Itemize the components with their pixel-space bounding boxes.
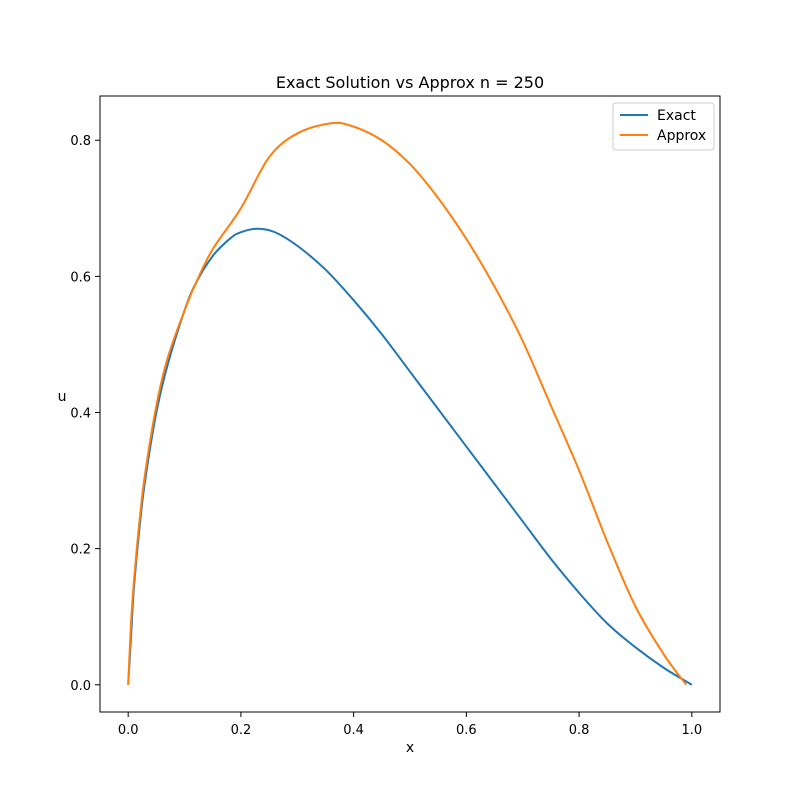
y-axis: 0.0 0.2 0.4 0.6 0.8	[70, 134, 100, 694]
x-axis-label: x	[406, 740, 414, 756]
plot-area	[100, 96, 720, 712]
legend-label-approx: Approx	[657, 128, 706, 144]
plot-frame	[99, 95, 721, 713]
x-tick-label: 1.0	[681, 723, 702, 738]
y-tick-label: 0.0	[70, 679, 91, 694]
series-line-approx	[127, 121, 687, 686]
legend-label-exact: Exact	[657, 108, 696, 124]
y-tick-label: 0.8	[70, 134, 91, 149]
x-axis: 0.0 0.2 0.4 0.6 0.8 1.0	[118, 712, 702, 738]
y-axis-label: u	[58, 389, 67, 405]
x-tick-label: 0.4	[343, 723, 364, 738]
x-tick-label: 0.2	[231, 723, 252, 738]
x-tick-label: 0.8	[569, 723, 590, 738]
x-tick-label: 0.6	[456, 723, 477, 738]
y-tick-label: 0.2	[70, 543, 91, 558]
legend: Exact Approx	[612, 102, 715, 151]
series-layer	[127, 121, 693, 686]
y-tick-label: 0.6	[70, 270, 91, 285]
x-tick-label: 0.0	[118, 723, 139, 738]
chart-title: Exact Solution vs Approx n = 250	[276, 73, 544, 92]
y-tick-label: 0.4	[70, 407, 91, 422]
series-line-exact	[127, 227, 693, 686]
